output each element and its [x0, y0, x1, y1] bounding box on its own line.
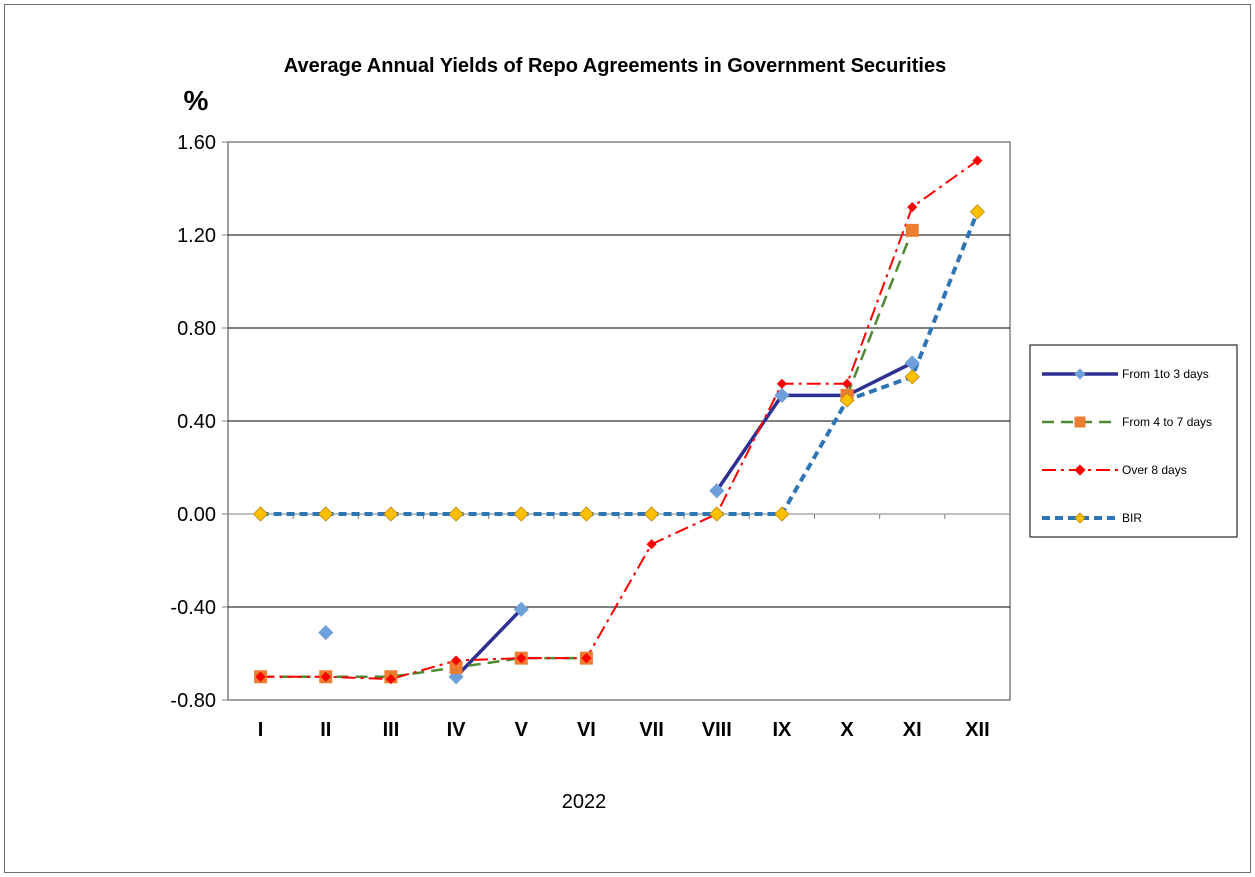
x-tick-label: VIII: [702, 719, 732, 741]
data-point: [318, 506, 334, 522]
data-point: [842, 378, 853, 389]
data-point: [451, 655, 462, 666]
x-tick-label: V: [515, 719, 529, 741]
data-point: [839, 392, 855, 408]
x-tick-label: VI: [577, 719, 596, 741]
legend-box: [1029, 344, 1238, 538]
x-tick-label: X: [840, 719, 854, 741]
data-point: [385, 674, 396, 685]
data-point: [320, 671, 331, 682]
y-tick-label: 1.60: [177, 132, 216, 154]
x-tick-label: I: [258, 719, 264, 741]
legend-label: Over 8 days: [1122, 463, 1187, 477]
data-point: [646, 539, 657, 550]
y-tick-label: 0.80: [177, 318, 216, 340]
y-tick-label: 1.20: [177, 225, 216, 247]
data-point: [776, 378, 787, 389]
series-line: [845, 229, 914, 396]
legend-marker: [1074, 512, 1086, 524]
data-point: [904, 369, 920, 385]
data-point: [255, 671, 266, 682]
legend-marker: [1074, 368, 1086, 380]
data-point: [774, 387, 790, 403]
data-point: [513, 506, 529, 522]
data-point: [318, 625, 334, 641]
y-tick-label: -0.40: [170, 597, 216, 619]
chart-title: Average Annual Yields of Repo Agreements…: [284, 55, 946, 77]
y-tick-label: -0.80: [170, 690, 216, 712]
series-line: [715, 361, 914, 492]
data-point: [907, 202, 918, 213]
data-point: [774, 506, 790, 522]
data-point: [383, 506, 399, 522]
legend-label: BIR: [1122, 511, 1142, 525]
data-point: [905, 223, 919, 237]
x-tick-label: IV: [447, 719, 467, 741]
x-tick-label: XI: [903, 719, 922, 741]
x-tick-label: XII: [965, 719, 989, 741]
data-point: [972, 155, 983, 166]
y-tick-label: 0.00: [177, 504, 216, 526]
data-point: [581, 653, 592, 664]
x-tick-label: II: [320, 719, 331, 741]
legend-marker: [1074, 464, 1086, 476]
data-point: [253, 506, 269, 522]
x-axis-label: 2022: [562, 791, 607, 813]
data-point: [513, 601, 529, 617]
legend-marker: [1074, 416, 1086, 428]
data-point: [516, 653, 527, 664]
legend-label: From 4 to 7 days: [1122, 415, 1212, 429]
data-point: [709, 483, 725, 499]
series-line: [454, 608, 523, 678]
data-point: [448, 506, 464, 522]
x-tick-label: IX: [772, 719, 792, 741]
data-point: [969, 204, 985, 220]
x-tick-label: III: [383, 719, 400, 741]
series-line: [260, 211, 980, 516]
data-point: [644, 506, 660, 522]
data-point: [709, 506, 725, 522]
y-tick-label: 0.40: [177, 411, 216, 433]
series-line: [260, 159, 978, 681]
y-axis-unit: %: [184, 85, 209, 116]
data-point: [578, 506, 594, 522]
legend-label: From 1to 3 days: [1122, 367, 1209, 381]
x-tick-label: VII: [639, 719, 663, 741]
